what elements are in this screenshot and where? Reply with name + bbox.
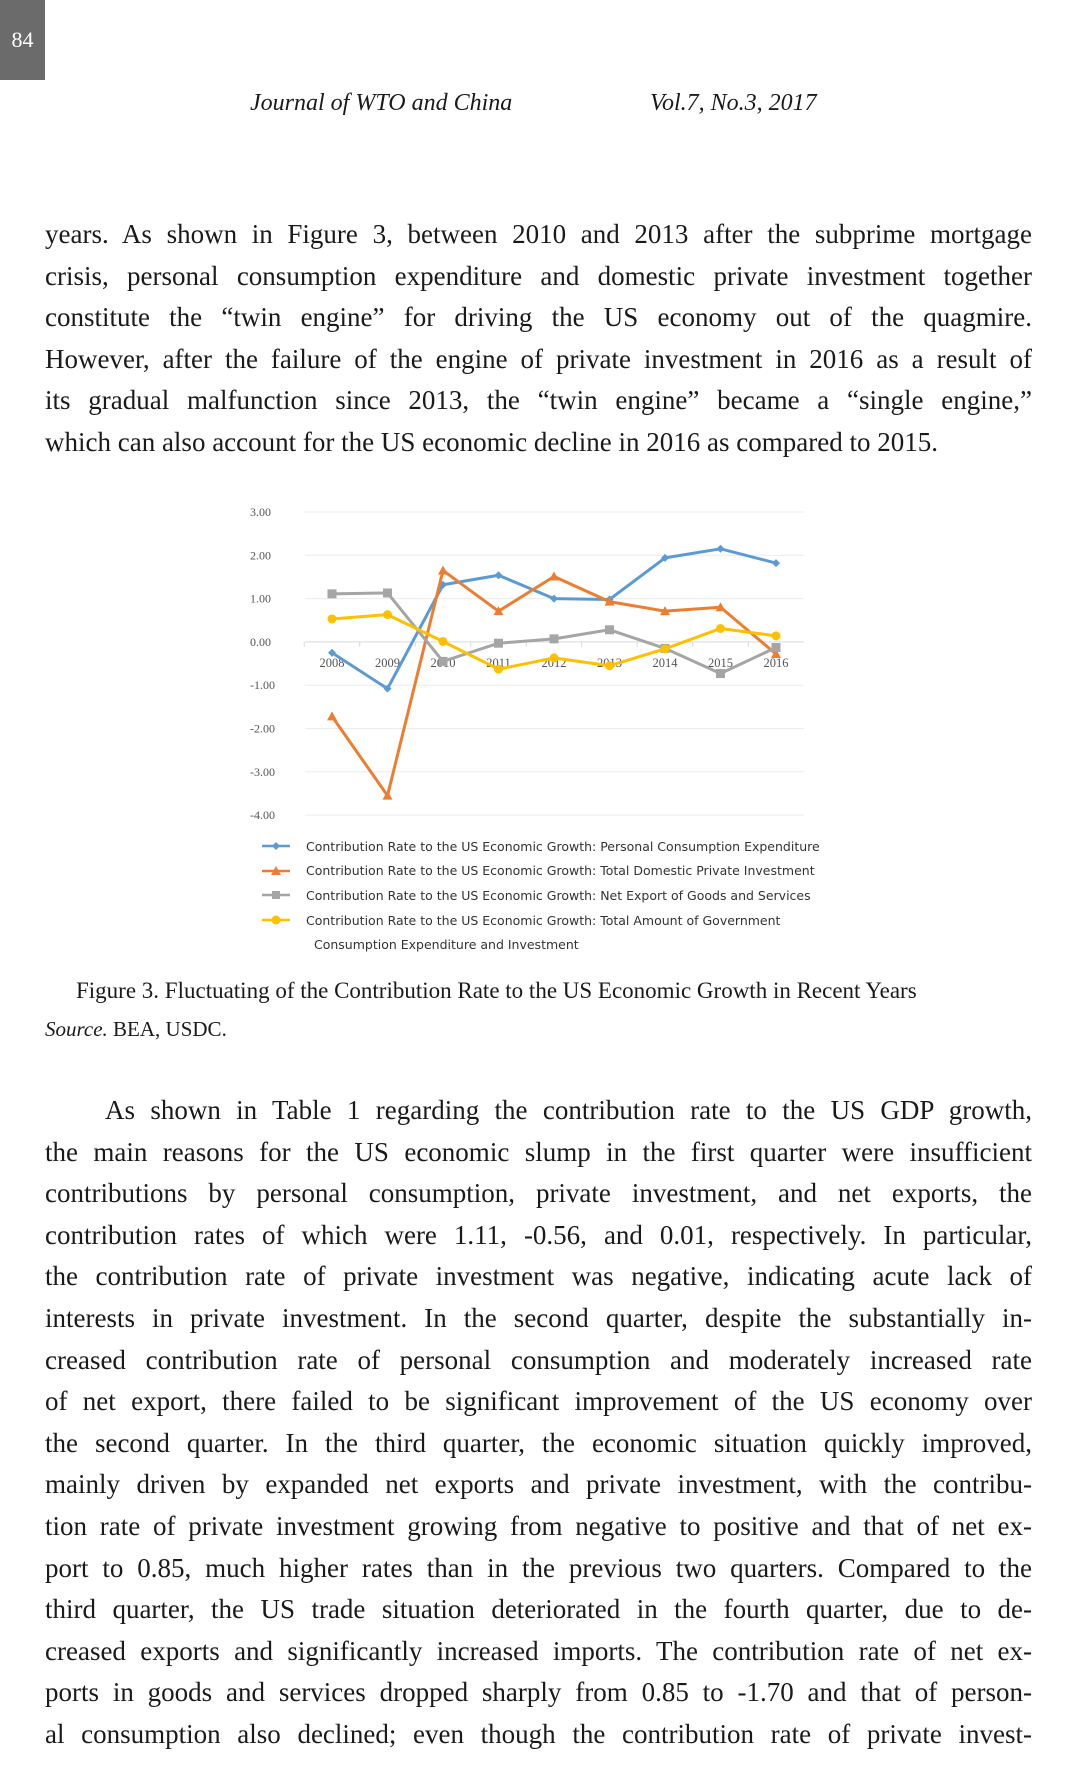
- data-point: [716, 669, 725, 679]
- data-point: [660, 606, 670, 616]
- data-point: [494, 638, 503, 648]
- data-point: [772, 559, 780, 568]
- line-chart: 3.00 2.00 1.00 0.00 -1.00 -2.00 -3.00 -4.00 2008…: [250, 505, 804, 822]
- text-line: its gradual malfunction since 2013, the …: [45, 385, 1032, 416]
- data-point: [550, 594, 558, 603]
- text-line: However, after the failure of the engine…: [45, 343, 1032, 374]
- data-point: [494, 571, 503, 580]
- data-point: [327, 711, 337, 721]
- data-point: [716, 623, 725, 633]
- text-line: constitute the “twin engine” for driving…: [45, 302, 1032, 333]
- source-text: BEA, USDC.: [107, 1017, 227, 1041]
- data-point: [438, 656, 448, 666]
- text-line: As shown in Table 1 regarding the contri…: [105, 1095, 1032, 1125]
- volume-info: Vol.7, No.3, 2017: [650, 90, 817, 116]
- data-point: [771, 643, 781, 653]
- text-line: tion rate of private investment growing …: [45, 1510, 1032, 1541]
- data-point: [605, 625, 614, 635]
- y-tick-label: 2.00: [250, 548, 271, 562]
- text-line: which can also account for the US econom…: [45, 426, 938, 457]
- data-point: [493, 606, 504, 616]
- data-point: [328, 648, 336, 657]
- y-tick-label: -1.00: [250, 678, 275, 692]
- data-point: [771, 631, 781, 641]
- chart-legend: Contribution Rate to the US Economic Gro…: [262, 834, 820, 957]
- legend-marker-icon: [262, 891, 290, 900]
- data-point: [604, 596, 615, 606]
- journal-title: Journal of WTO and China: [250, 90, 513, 116]
- legend-label: Contribution Rate to the US Economic Gro…: [306, 838, 820, 854]
- x-tick-label: 2008: [320, 656, 345, 670]
- legend-item: Contribution Rate to the US Economic Gro…: [262, 908, 820, 933]
- x-tick-label: 2015: [708, 656, 733, 670]
- legend-marker-icon: [262, 842, 290, 851]
- legend-label: Contribution Rate to the US Economic Gro…: [306, 912, 781, 928]
- text-line: port to 0.85, much higher rates than in …: [45, 1552, 1032, 1583]
- legend-item: Contribution Rate to the US Economic Gro…: [262, 834, 820, 859]
- text-line: crisis, personal consumption expenditure…: [45, 260, 1032, 291]
- data-point: [660, 644, 670, 654]
- legend-label: Contribution Rate to the US Economic Gro…: [306, 863, 815, 879]
- legend-label-cont: Consumption Expenditure and Investment: [314, 937, 579, 953]
- data-point: [549, 634, 559, 644]
- x-tick-label: 2009: [375, 656, 400, 670]
- x-tick-label: 2014: [653, 656, 679, 670]
- text-line: creased contribution rate of personal co…: [45, 1344, 1032, 1375]
- paragraph-2: As shown in Table 1 regarding the contri…: [45, 1090, 1032, 1756]
- text-line: mainly driven by expanded net exports an…: [45, 1469, 1032, 1500]
- data-point: [549, 571, 559, 581]
- data-point: [383, 588, 392, 598]
- data-point: [716, 544, 725, 553]
- y-tick-label: -2.00: [250, 722, 275, 736]
- text-line: the contribution rate of private investm…: [45, 1261, 1032, 1292]
- y-tick-label: 3.00: [250, 505, 271, 519]
- text-line: creased exports and significantly increa…: [45, 1635, 1032, 1666]
- text-line: third quarter, the US trade situation de…: [45, 1594, 1032, 1625]
- text-line: the main reasons for the US economic slu…: [45, 1136, 1032, 1167]
- data-point: [327, 614, 337, 624]
- data-point: [494, 664, 503, 674]
- paragraph-1: years. As shown in Figure 3, between 201…: [45, 214, 1032, 464]
- legend-marker-icon: [262, 915, 290, 925]
- data-point: [438, 565, 448, 575]
- data-point: [605, 661, 614, 671]
- data-point: [383, 610, 392, 620]
- y-tick-label: 0.00: [250, 635, 271, 649]
- data-point: [383, 684, 392, 693]
- data-point: [327, 589, 337, 599]
- data-point: [549, 653, 559, 663]
- text-line: contributions by personal consumption, p…: [45, 1178, 1032, 1209]
- text-line: contribution rates of which were 1.11, -…: [45, 1219, 1032, 1250]
- data-point: [715, 602, 726, 612]
- y-tick-label: -3.00: [250, 765, 275, 779]
- data-point: [661, 553, 669, 562]
- figure-source: Source. BEA, USDC.: [45, 1017, 227, 1042]
- legend-item: Contribution Rate to the US Economic Gro…: [262, 859, 820, 884]
- y-tick-label: 1.00: [250, 592, 271, 606]
- text-line: years. As shown in Figure 3, between 201…: [45, 219, 1032, 249]
- page-number: 84: [0, 0, 45, 80]
- text-line: al consumption also declined; even thoug…: [45, 1718, 1032, 1749]
- source-label: Source.: [45, 1017, 108, 1041]
- text-line: interests in private investment. In the …: [45, 1302, 1032, 1333]
- data-point: [438, 636, 448, 646]
- data-point: [771, 649, 781, 659]
- text-line: of net export, there failed to be signif…: [45, 1386, 1032, 1417]
- text-line: the second quarter. In the third quarter…: [45, 1427, 1032, 1458]
- text-line: ports in goods and services dropped shar…: [45, 1677, 1032, 1708]
- y-tick-label: -4.00: [250, 808, 275, 822]
- legend-label: Contribution Rate to the US Economic Gro…: [306, 887, 811, 903]
- legend-marker-icon: [262, 865, 290, 875]
- legend-item: Contribution Rate to the US Economic Gro…: [262, 883, 820, 908]
- x-tick-label: 2016: [764, 656, 789, 670]
- series-line-1: [330, 568, 777, 798]
- data-point: [382, 790, 393, 800]
- figure-caption: Figure 3. Fluctuating of the Contributio…: [76, 978, 917, 1003]
